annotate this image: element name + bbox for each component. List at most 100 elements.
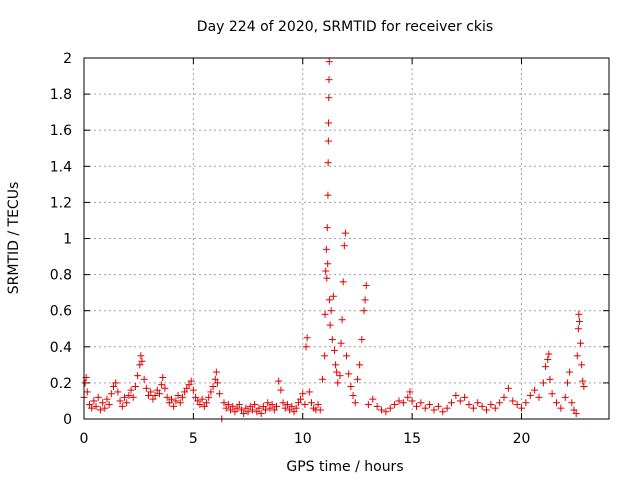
data-point bbox=[404, 393, 412, 401]
data-point bbox=[361, 296, 369, 304]
data-point bbox=[168, 395, 175, 403]
data-point bbox=[233, 404, 241, 412]
data-point bbox=[120, 393, 128, 401]
data-point bbox=[90, 397, 98, 405]
data-point bbox=[279, 399, 287, 407]
data-point bbox=[430, 406, 438, 414]
data-point bbox=[408, 397, 416, 405]
data-point bbox=[557, 404, 565, 412]
data-point bbox=[575, 318, 583, 326]
y-tick-label: 0.6 bbox=[50, 304, 72, 320]
data-point bbox=[579, 377, 587, 385]
y-tick-label: 1.2 bbox=[50, 195, 72, 211]
data-point bbox=[316, 406, 324, 414]
data-point bbox=[85, 401, 93, 409]
data-point bbox=[395, 397, 403, 405]
data-point bbox=[251, 401, 259, 409]
data-point bbox=[131, 383, 139, 391]
data-point bbox=[127, 386, 135, 394]
data-point bbox=[216, 390, 224, 398]
data-point bbox=[220, 399, 228, 407]
data-point bbox=[413, 402, 420, 410]
data-point bbox=[101, 404, 109, 412]
data-point bbox=[421, 404, 429, 412]
data-point bbox=[341, 229, 349, 237]
data-point bbox=[268, 401, 276, 409]
data-point bbox=[224, 401, 232, 409]
data-point bbox=[465, 401, 473, 409]
data-point bbox=[116, 397, 124, 405]
data-point bbox=[96, 406, 104, 414]
data-point bbox=[211, 375, 219, 383]
data-point bbox=[213, 379, 221, 387]
data-point bbox=[181, 388, 189, 396]
data-point bbox=[318, 375, 326, 383]
data-point bbox=[140, 375, 148, 383]
data-point bbox=[325, 296, 333, 304]
data-point bbox=[500, 393, 508, 401]
data-point bbox=[448, 399, 455, 407]
data-point bbox=[522, 399, 530, 407]
data-point bbox=[347, 383, 355, 391]
data-point bbox=[332, 361, 340, 369]
data-point bbox=[262, 406, 270, 414]
data-point bbox=[283, 401, 291, 409]
data-point bbox=[107, 390, 115, 398]
data-point bbox=[360, 307, 368, 315]
data-point bbox=[323, 224, 331, 232]
data-point bbox=[292, 404, 300, 412]
data-point bbox=[172, 397, 180, 405]
data-point bbox=[535, 393, 543, 401]
data-point bbox=[240, 410, 248, 418]
data-point bbox=[176, 399, 184, 407]
data-point bbox=[138, 357, 146, 365]
data-point bbox=[112, 379, 120, 387]
data-point bbox=[147, 388, 155, 396]
data-point bbox=[288, 402, 296, 410]
data-point bbox=[134, 372, 142, 380]
data-point bbox=[325, 119, 333, 127]
data-point bbox=[92, 402, 100, 410]
data-point bbox=[369, 395, 377, 403]
data-point bbox=[114, 388, 122, 396]
data-point bbox=[443, 404, 451, 412]
data-point bbox=[542, 363, 550, 371]
y-tick-label: 2 bbox=[63, 51, 72, 67]
data-point bbox=[386, 404, 394, 412]
data-point bbox=[248, 406, 256, 414]
data-point bbox=[170, 402, 178, 410]
data-point bbox=[238, 406, 245, 414]
data-point bbox=[203, 399, 210, 407]
data-point bbox=[290, 408, 298, 416]
data-point bbox=[325, 58, 333, 66]
data-point bbox=[110, 383, 118, 391]
data-point bbox=[314, 401, 322, 409]
data-point bbox=[491, 404, 499, 412]
data-point bbox=[580, 383, 588, 391]
data-point bbox=[324, 159, 332, 167]
data-point bbox=[308, 399, 315, 407]
data-point bbox=[526, 392, 534, 400]
y-tick-label: 1.4 bbox=[50, 159, 72, 175]
data-point bbox=[246, 402, 254, 410]
data-point bbox=[189, 386, 197, 394]
data-point bbox=[227, 406, 235, 414]
data-point bbox=[231, 408, 239, 416]
data-point bbox=[163, 393, 171, 401]
data-point bbox=[474, 399, 482, 407]
data-point bbox=[299, 390, 307, 398]
data-point bbox=[94, 393, 102, 401]
data-point bbox=[301, 401, 309, 409]
data-point bbox=[303, 334, 311, 342]
data-point bbox=[255, 404, 263, 412]
data-point bbox=[123, 399, 131, 407]
data-point bbox=[229, 402, 237, 410]
data-point bbox=[578, 361, 586, 369]
y-tick-label: 0 bbox=[63, 412, 72, 428]
data-point bbox=[351, 399, 359, 407]
x-tick-label: 5 bbox=[189, 431, 198, 447]
data-point bbox=[321, 310, 329, 318]
data-point bbox=[339, 278, 347, 286]
data-point bbox=[399, 399, 407, 407]
